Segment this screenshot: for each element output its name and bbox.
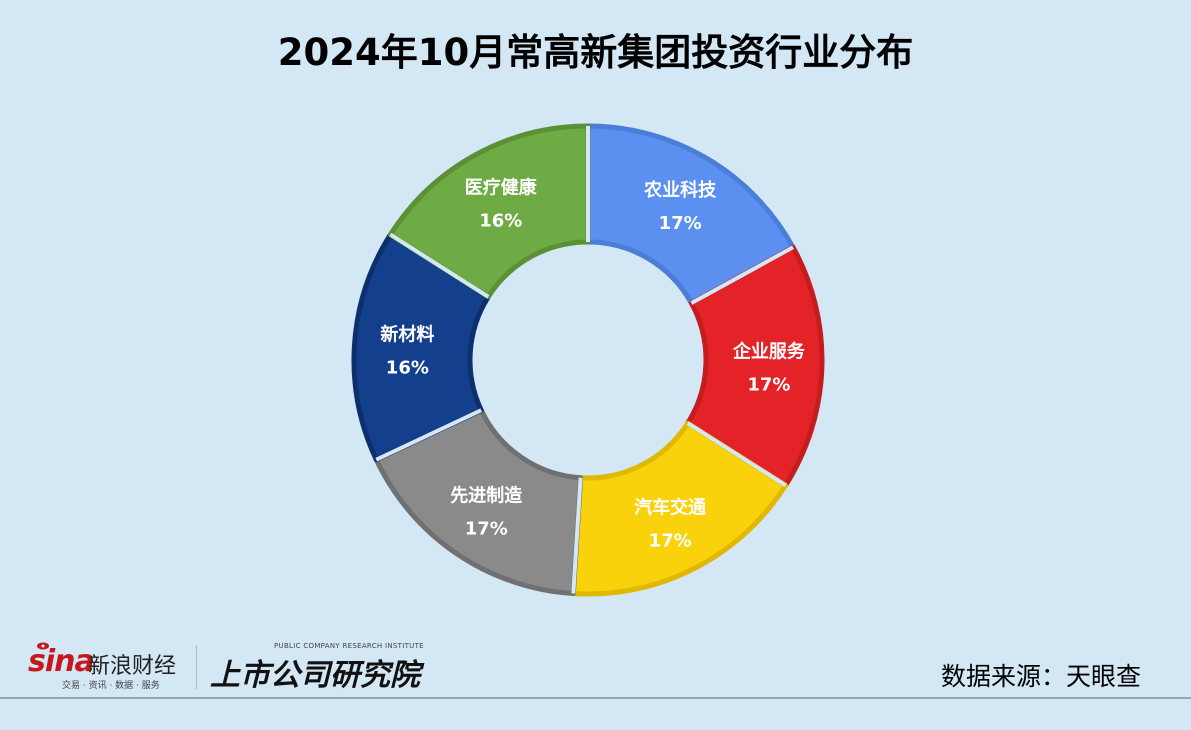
slice-separator-2: [686, 421, 787, 488]
sina-eye-icon: [37, 642, 49, 650]
slice-2: [570, 420, 789, 597]
chart-title: 2024年10月常高新集团投资行业分布: [277, 31, 914, 74]
slice-separator-3: [571, 477, 583, 594]
sina-finance-name: 新浪财经: [88, 654, 177, 679]
slice-0: [585, 123, 796, 306]
slice-value-2: 17%: [649, 530, 692, 551]
slice-label-2: 汽车交通: [634, 496, 706, 518]
donut-labels: 农业科技 17% 企业服务 17% 汽车交通 17% 先进制造 17% 新材料 16% 医疗健康 16…: [375, 126, 806, 594]
slice-1: [685, 244, 825, 488]
slice-value-4: 16%: [386, 358, 429, 379]
slice-label-5: 医疗健康: [465, 176, 538, 198]
slice-separator-1: [690, 245, 795, 305]
slice-3: [373, 407, 584, 597]
slice-value-1: 17%: [747, 375, 790, 396]
slice-5: [387, 123, 591, 300]
slice-value-0: 17%: [659, 213, 702, 234]
slice-label-1: 企业服务: [732, 341, 806, 363]
research-institute-logo: PUBLIC COMPANY RESEARCH INSTITUTE 上市公司研究…: [210, 640, 440, 693]
slice-label-4: 新材料: [380, 324, 434, 346]
sina-tagline: 交易 · 资讯 · 数据 · 服务: [62, 681, 160, 691]
slice-separator-5: [389, 232, 490, 299]
donut-slices: [351, 123, 825, 597]
footer-divider: [0, 697, 1191, 699]
slice-label-0: 农业科技: [643, 179, 717, 201]
slice-label-3: 先进制造: [450, 485, 522, 507]
institute-chinese-name: 上市公司研究院: [210, 658, 420, 693]
data-source: 数据来源：天眼查: [940, 662, 1141, 691]
institute-english-name: PUBLIC COMPANY RESEARCH INSTITUTE: [274, 642, 424, 650]
logo-divider: [196, 645, 197, 689]
slice-value-3: 17%: [465, 519, 508, 540]
sina-finance-logo: sina 新浪财经 交易 · 资讯 · 数据 · 服务: [28, 640, 188, 691]
sina-wordmark: sina: [28, 644, 95, 679]
slice-value-5: 16%: [479, 210, 522, 231]
slice-4: [351, 232, 491, 463]
slice-separator-4: [375, 408, 483, 462]
